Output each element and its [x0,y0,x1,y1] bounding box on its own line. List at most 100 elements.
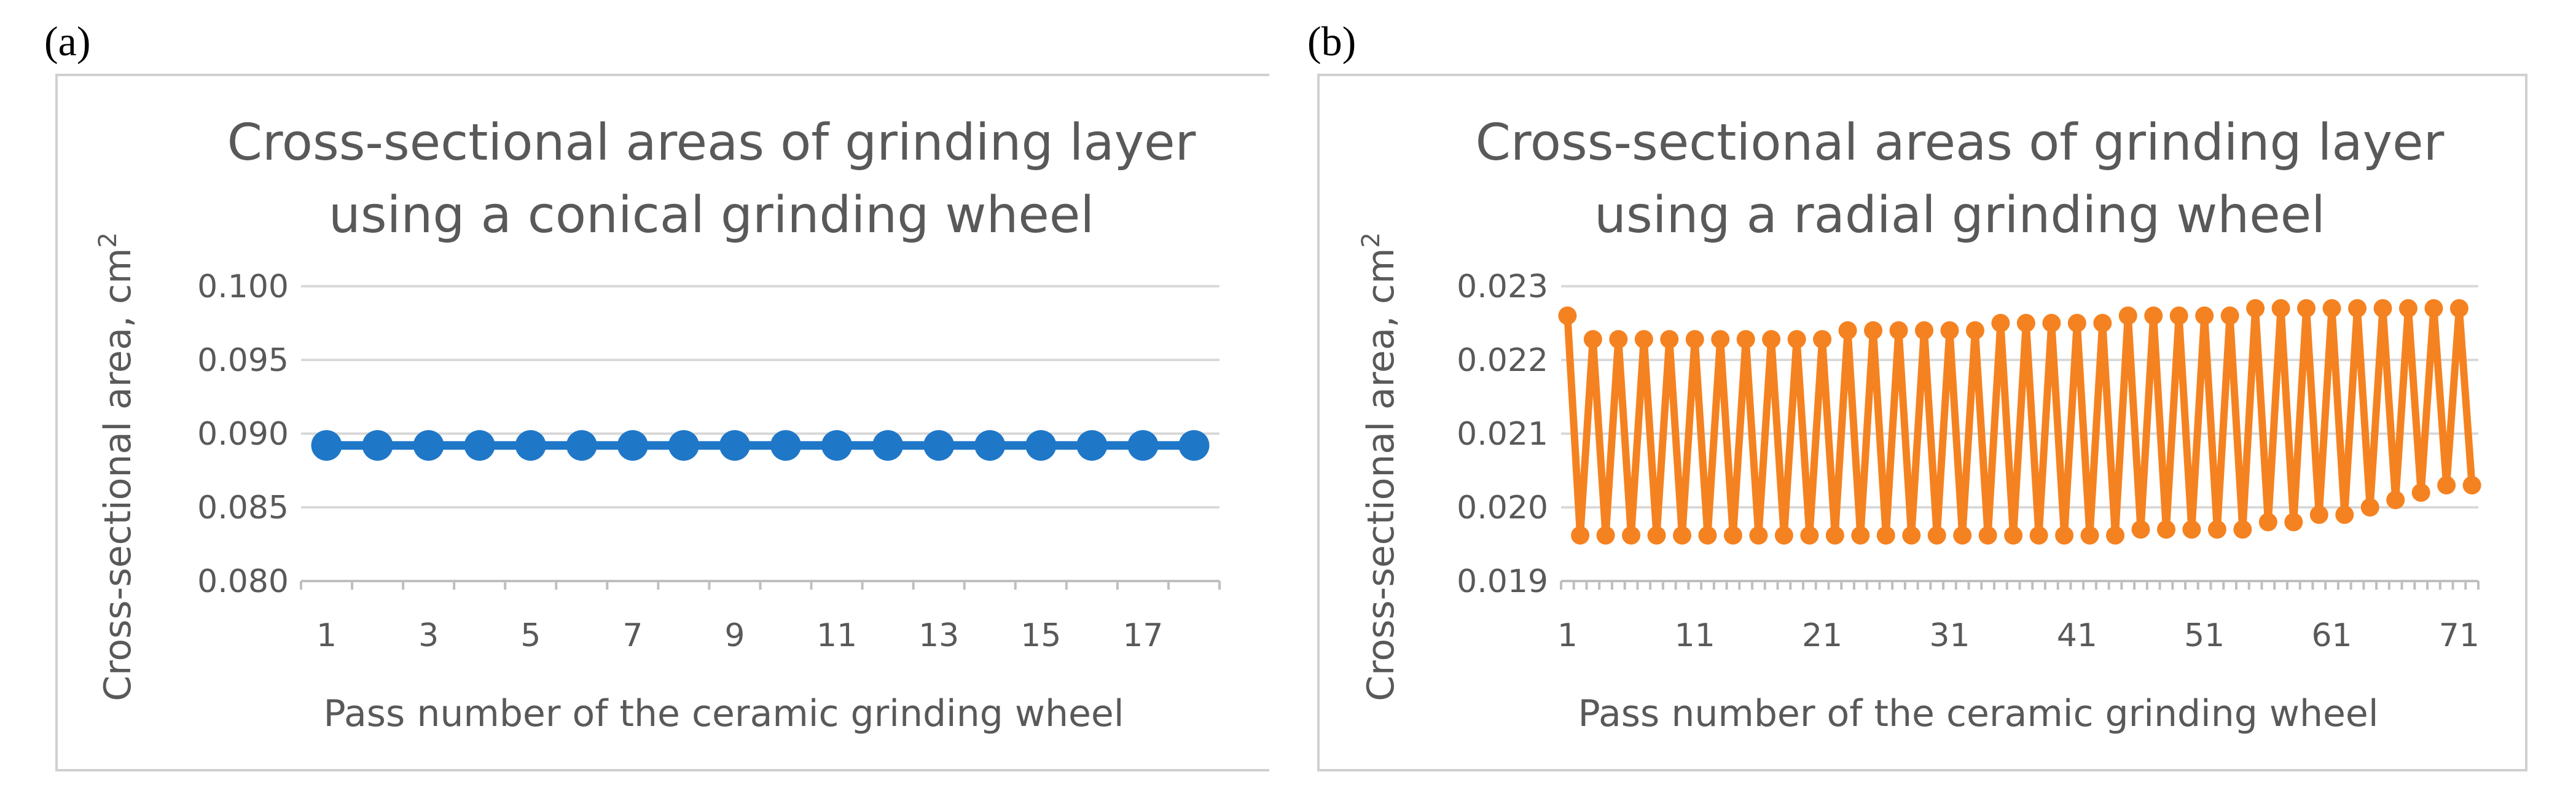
chart-b-data-point [1596,526,1615,545]
chart-b-data-point [1736,330,1755,349]
chart-b-data-point [1800,526,1819,545]
chart-a-title-line2: using a conical grinding wheel [329,186,1094,244]
chart-b-data-point [2258,513,2277,531]
chart-b-data-point [1864,321,1883,340]
chart-b-data-point [2220,306,2239,325]
chart-b-data-point [1774,526,1793,545]
chart-a-data-point [770,430,802,461]
chart-a-data-point [1025,430,1057,461]
chart-b-data-point [2411,483,2430,502]
chart-a-data-point [974,430,1006,461]
chart-b-y-tick-label: 0.020 [1457,490,1548,526]
chart-b-data-point [1991,314,2010,332]
chart-b-data-point [2373,299,2392,318]
chart-b-y-tick-label: 0.023 [1457,268,1548,305]
chart-b-data-point [2271,299,2290,318]
chart-b-data-point [1902,526,1921,545]
chart-a-data-point [668,430,699,461]
chart-b-x-tick-label: 31 [1929,617,1970,654]
chart-b-data-point [2131,520,2150,539]
chart-b-data-point [1634,330,1653,349]
chart-b-x-tick-label: 51 [2184,617,2225,654]
chart-a-data-point [362,430,393,461]
chart-a-y-tick-label: 0.090 [197,416,289,453]
chart-b-data-point [2004,526,2023,545]
chart-b-series-line [1564,305,2476,539]
chart-a-y-tick-label: 0.095 [197,342,289,379]
chart-b-data-point [1672,526,1691,545]
chart-b-data-point [2309,505,2328,524]
chart-a-data-point [719,430,750,461]
chart-b-data-point [2055,526,2074,545]
chart-a-y-tick-label: 0.080 [197,563,289,600]
chart-b-data-point [2118,306,2137,325]
chart-b-data-point [2207,520,2226,539]
chart-a-data-point [464,430,495,461]
chart-b-x-tick-label: 21 [1802,617,1842,654]
chart-b-data-point [2080,526,2099,545]
chart-b-data-point [2144,306,2163,325]
chart-a-x-tick-label: 7 [622,617,643,654]
chart-b-data-point [1978,526,1997,545]
chart-b-data-point [2195,306,2214,325]
chart-b-data-point [2029,526,2048,545]
chart-a-y-tick-label: 0.085 [197,490,289,526]
chart-b-data-point [2042,314,2061,332]
chart-a-title-line1: Cross-sectional areas of grinding layer [227,114,1196,172]
chart-b-data-point [2322,299,2341,318]
chart-b-x-tick-label: 71 [2439,617,2480,654]
chart-a-x-tick-label: 5 [520,617,541,654]
chart-b-data-point [2182,520,2201,539]
chart-b-data-point [2093,314,2112,332]
chart-a-data-point [413,430,444,461]
chart-b-data-point [1609,330,1628,349]
chart-b-data-point [1698,526,1717,545]
chart-b-data-point [2437,476,2456,494]
panel-b-label: (b) [1307,18,1357,64]
chart-b-x-tick-label: 1 [1557,617,1578,654]
chart-b-data-point [2449,299,2468,318]
chart-b-data-point [1571,526,1590,545]
chart-b-data-point [1851,526,1870,545]
chart-b-data-point [1838,321,1857,340]
chart-b-data-point [1647,526,1666,545]
chart-b-data-point [1558,306,1577,325]
chart-b-y-tick-label: 0.022 [1457,342,1548,379]
chart-b-x-tick-label: 41 [2057,617,2097,654]
chart-b-data-point [2067,314,2086,332]
chart-b-data-point [1813,330,1832,349]
chart-b-data-point [1953,526,1972,545]
chart-a-data-point [923,430,955,461]
chart-b-data-point [1940,321,1959,340]
chart-a-data-point [872,430,904,461]
chart-b-title-line2: using a radial grinding wheel [1594,186,2325,244]
chart-b-data-point [2398,299,2417,318]
chart-a-data-point [1178,430,1210,461]
panel-a-label: (a) [44,18,91,64]
chart-b-x-tick-label: 61 [2311,617,2352,654]
chart-b-data-point [1622,526,1641,545]
chart-a-data-point [515,430,546,461]
chart-b-data-point [1762,330,1781,349]
chart-b-data-point [1749,526,1768,545]
chart-a-y-tick-label: 0.100 [197,268,289,305]
chart-b-data-point [1711,330,1730,349]
chart-b-data-point [2156,520,2175,539]
chart-b-data-point [2284,513,2303,531]
chart-b-y-axis-title: Cross-sectional area, cm2 [1357,232,1403,701]
chart-b-y-tick-label: 0.019 [1457,563,1548,600]
chart-a-x-axis-title: Pass number of the ceramic grinding whee… [323,692,1124,735]
chart-b-data-point [2348,299,2367,318]
chart-a-x-tick-label: 11 [816,617,857,654]
chart-b-data-point [2016,314,2035,332]
chart-b-data-point [2335,505,2354,524]
chart-a-x-tick-label: 9 [724,617,745,654]
chart-a-data-point [311,430,342,461]
chart-b-data-point [2424,299,2443,318]
chart-b-data-point [2233,520,2252,539]
chart-a-x-tick-label: 15 [1020,617,1061,654]
chart-b-data-point [1965,321,1984,340]
chart-b-data-point [1685,330,1704,349]
